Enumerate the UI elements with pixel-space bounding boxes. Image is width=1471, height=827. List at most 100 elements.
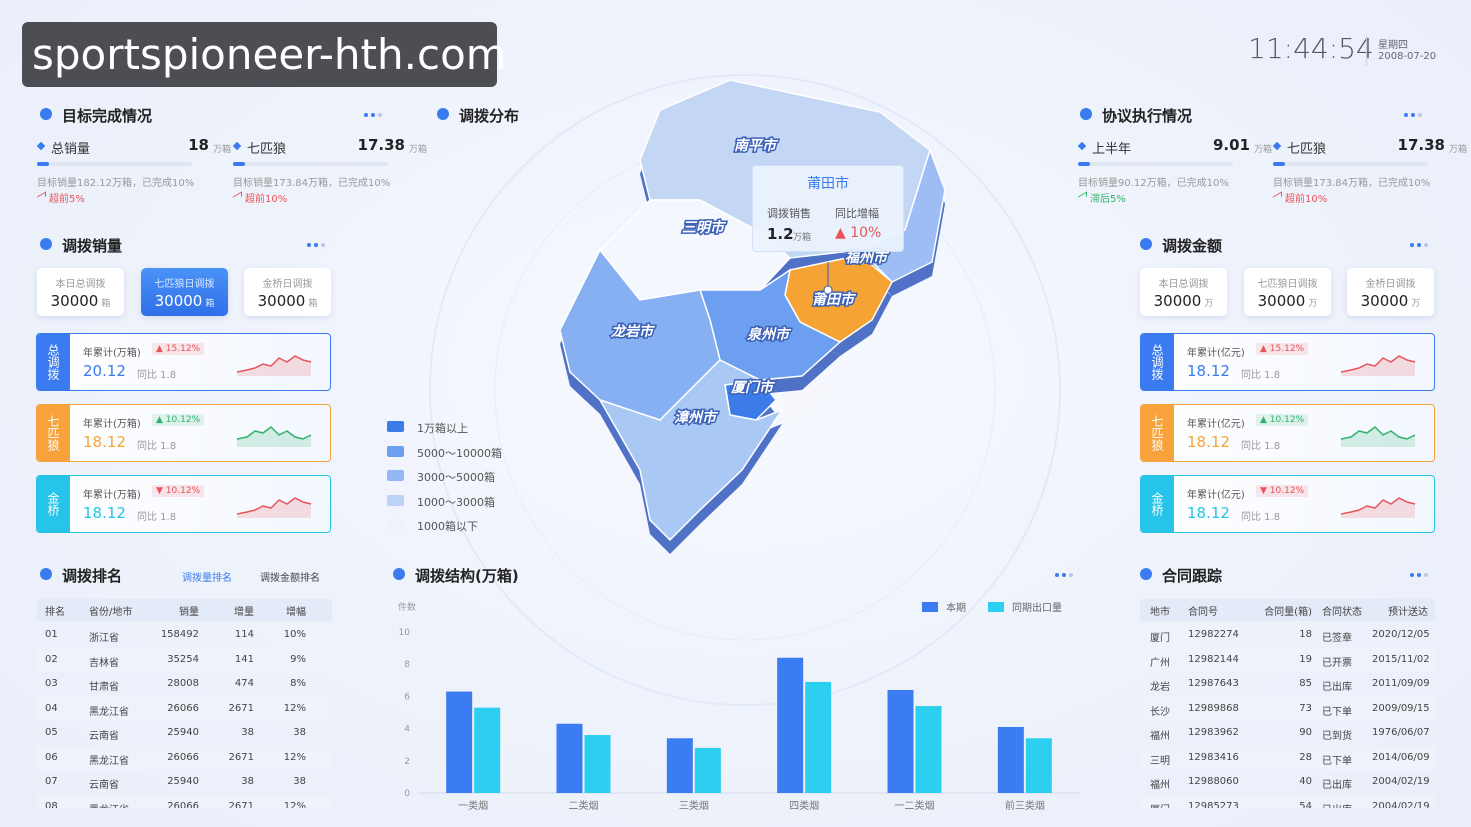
map-pin [823, 285, 833, 295]
x-tick-label: 四类烟 [789, 799, 819, 812]
more-dot[interactable] [364, 113, 368, 117]
x-tick-label: 二类烟 [569, 799, 599, 812]
tab-value: 30000 [1360, 292, 1409, 310]
more-dot[interactable] [1404, 113, 1408, 117]
table-cell: 12987643 [1188, 678, 1239, 689]
more-dot[interactable] [1417, 573, 1421, 577]
panel-title: 合同跟踪 [1162, 567, 1223, 585]
table-cell: 25940 [167, 727, 199, 738]
more-dot[interactable] [1417, 243, 1421, 247]
sparkline-area [1341, 427, 1415, 447]
table-cell: 已签章 [1322, 633, 1352, 644]
item-name: 七匹狼 [1287, 142, 1327, 157]
more-dot[interactable] [1055, 573, 1059, 577]
tooltip-city: 莆田市 [807, 176, 849, 192]
more-dot[interactable] [1418, 113, 1422, 117]
panel-icon [393, 568, 405, 580]
table-cell: 浙江省 [89, 633, 119, 644]
panel-title: 调拨分布 [459, 107, 520, 125]
table-row-bg [1140, 794, 1435, 808]
tab-label: 本日总调拨 [1158, 279, 1209, 290]
table-cell: 12983962 [1188, 727, 1239, 738]
table-cell: 474 [234, 678, 254, 689]
table-cell: 38 [293, 727, 306, 738]
progress-fill [1078, 162, 1090, 166]
tab-label: 七匹狼日调拨 [154, 279, 215, 290]
sparkline [237, 426, 312, 447]
item-note: 目标销量90.12万箱，已完成10% [1078, 178, 1229, 189]
panel-icon [40, 108, 52, 120]
card-tag: 七匹狼 [1141, 405, 1174, 461]
tab-value-row: 30000 万 [1347, 291, 1434, 310]
more-dot[interactable] [1411, 113, 1415, 117]
tab[interactable]: 金桥日调拨 30000 万 [1347, 268, 1434, 316]
legend-label: 3000～5000箱 [417, 471, 495, 484]
table-cell: 1976/06/07 [1372, 727, 1430, 738]
panel-icon [40, 568, 52, 580]
more-dot[interactable] [378, 113, 382, 117]
table-cell: 合同量(箱) [1264, 607, 1312, 618]
card-label: 年累计(万箱) [83, 348, 141, 359]
card-yoy: 同比 1.8 [137, 512, 177, 523]
tab-unit: 箱 [101, 299, 111, 309]
table-cell: 03 [45, 678, 58, 689]
ranking-tab[interactable]: 调拨金额排名 [260, 573, 320, 584]
more-dot[interactable] [371, 113, 375, 117]
legend-swatch [387, 494, 404, 506]
table-cell: 158492 [160, 629, 199, 640]
tab-unit: 万 [1204, 299, 1214, 309]
table-cell: 销量 [179, 607, 199, 618]
map-city-label: 龙岩市 [610, 323, 656, 340]
table-cell: 06 [45, 751, 58, 763]
table-cell: 云南省 [89, 731, 119, 742]
deco-ring [429, 74, 1061, 706]
item-name: 上半年 [1092, 142, 1132, 157]
tab[interactable]: 金桥日调拨 30000 箱 [244, 268, 331, 316]
table-cell: 合同号 [1188, 607, 1218, 618]
table-cell: 25940 [167, 776, 199, 787]
sparkline [237, 497, 312, 518]
progress-track [1078, 162, 1233, 166]
card-label: 年累计(亿元) [1187, 419, 1245, 430]
more-dot[interactable] [1424, 573, 1428, 577]
progress-track [1273, 162, 1428, 166]
card-value: 18.12 [1187, 433, 1230, 451]
panel-title: 目标完成情况 [62, 107, 153, 125]
bar [556, 723, 583, 793]
map-city-label: 福州市 [845, 249, 890, 266]
tab[interactable]: 本日总调拨 30000 箱 [37, 268, 124, 316]
table-cell: 福州 [1150, 780, 1170, 791]
item-value: 17.38 [1397, 136, 1445, 154]
item-value: 17.38 [357, 136, 405, 154]
panel-title: 调拨销量 [62, 237, 123, 255]
bar [666, 738, 693, 793]
tab[interactable]: 七匹狼日调拨 30000 箱 [141, 268, 228, 316]
table-cell: 2020/12/05 [1372, 629, 1430, 640]
tab-value: 30000 [154, 292, 203, 310]
x-tick-label: 前三类烟 [1005, 799, 1045, 812]
card-change: ▲ 15.12% [152, 343, 205, 355]
card-tag: 总调拨 [37, 334, 70, 390]
bar [997, 726, 1024, 793]
ranking-tab[interactable]: 调拨量排名 [182, 573, 232, 584]
progress-track [37, 162, 192, 166]
more-dot[interactable] [1424, 243, 1428, 247]
map-city-label: 三明市 [682, 219, 727, 236]
sparkline [1341, 426, 1416, 447]
more-dot[interactable] [307, 243, 311, 247]
tooltip-label: 调拨销售 [767, 207, 811, 220]
more-dot[interactable] [321, 243, 325, 247]
more-dot[interactable] [1410, 573, 1414, 577]
table-row-bg [37, 647, 332, 672]
table-cell: 35254 [167, 653, 199, 665]
legend-label: 本期 [946, 601, 966, 614]
panel-title: 协议执行情况 [1102, 107, 1193, 125]
tab[interactable]: 七匹狼日调拨 30000 万 [1244, 268, 1331, 316]
more-dot[interactable] [1062, 573, 1066, 577]
more-dot[interactable] [1069, 573, 1073, 577]
tab[interactable]: 本日总调拨 30000 万 [1140, 268, 1227, 316]
table-cell: 8% [290, 678, 306, 689]
more-dot[interactable] [1410, 243, 1414, 247]
more-dot[interactable] [314, 243, 318, 247]
